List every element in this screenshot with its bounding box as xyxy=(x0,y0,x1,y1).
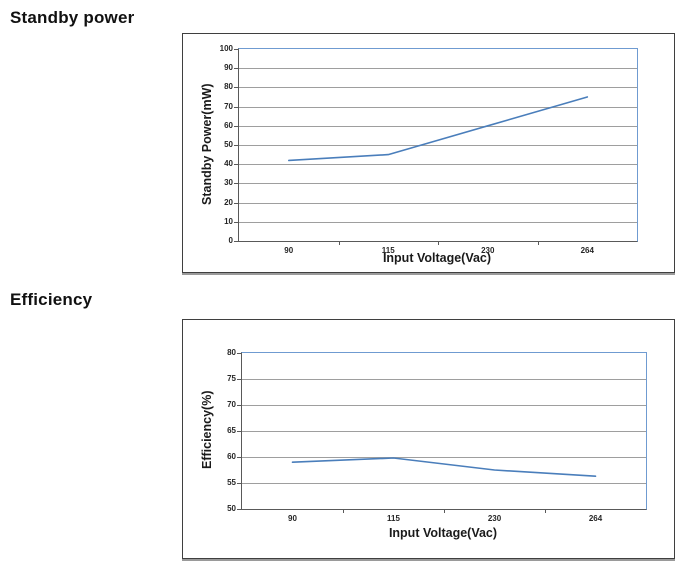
y-axis-tick-label: 40 xyxy=(224,159,233,168)
standby-y-axis-title: Standby Power(mW) xyxy=(200,83,214,205)
y-axis-tick xyxy=(237,509,241,510)
data-series-line xyxy=(291,457,597,477)
efficiency-chart: Efficiency(%) 50 55 60 65 70 75 80 90 115 230 264 … xyxy=(182,319,675,559)
y-axis-tick-label: 50 xyxy=(224,140,233,149)
y-axis-tick xyxy=(234,49,238,50)
efficiency-section-title: Efficiency xyxy=(10,290,93,309)
gridline xyxy=(239,68,637,69)
y-axis-tick-label: 90 xyxy=(224,63,233,72)
gridline xyxy=(242,457,646,458)
x-axis-tick-label: 264 xyxy=(580,246,594,255)
gridline xyxy=(239,145,637,146)
x-axis-tick xyxy=(343,509,344,513)
x-axis-tick-label: 115 xyxy=(381,246,395,255)
gridline xyxy=(242,483,646,484)
y-axis-tick xyxy=(237,431,241,432)
y-axis-tick xyxy=(234,145,238,146)
gridline xyxy=(239,183,637,184)
efficiency-y-axis-title: Efficiency(%) xyxy=(200,390,214,470)
gridline xyxy=(239,203,637,204)
y-axis-tick-label: 100 xyxy=(219,44,233,53)
standby-plot-area: 0 10 20 30 40 50 60 70 80 90 100 90 115 230 264 xyxy=(220,45,638,255)
x-axis-tick-label: 90 xyxy=(288,514,297,523)
y-axis-tick-label: 80 xyxy=(224,82,233,91)
y-axis-tick-label: 75 xyxy=(227,374,236,383)
data-series-line xyxy=(287,96,589,162)
y-axis-tick xyxy=(237,483,241,484)
y-axis-tick-label: 20 xyxy=(224,198,233,207)
y-axis-tick-label: 50 xyxy=(227,504,236,513)
gridline xyxy=(239,164,637,165)
y-axis-tick xyxy=(234,68,238,69)
standby-x-axis-title: Input Voltage(Vac) xyxy=(382,251,492,265)
gridline xyxy=(239,126,637,127)
y-axis-tick-label: 0 xyxy=(228,236,233,245)
x-axis-tick xyxy=(438,241,439,245)
y-axis-tick xyxy=(234,241,238,242)
y-axis-tick xyxy=(234,203,238,204)
y-axis-tick xyxy=(234,87,238,88)
y-axis-tick xyxy=(234,183,238,184)
gridline xyxy=(239,107,637,108)
x-axis-tick-label: 230 xyxy=(487,514,502,523)
y-axis-tick-label: 80 xyxy=(227,348,236,357)
standby-power-section-title: Standby power xyxy=(10,8,135,27)
y-axis-tick xyxy=(237,353,241,354)
y-axis-tick xyxy=(234,222,238,223)
y-axis-tick xyxy=(237,405,241,406)
gridline xyxy=(242,405,646,406)
y-axis-tick xyxy=(234,107,238,108)
y-axis-tick-label: 55 xyxy=(227,478,236,487)
y-axis-tick-label: 60 xyxy=(227,452,236,461)
x-axis-tick-label: 115 xyxy=(387,514,400,523)
y-axis-tick xyxy=(234,126,238,127)
y-axis-tick-label: 10 xyxy=(224,217,233,226)
y-axis-tick-label: 60 xyxy=(224,121,233,130)
y-axis-tick xyxy=(237,457,241,458)
efficiency-x-axis-title: Input Voltage(Vac) xyxy=(388,526,498,540)
y-axis-tick-label: 70 xyxy=(227,400,236,409)
x-axis-tick-label: 264 xyxy=(588,514,603,523)
x-axis-tick xyxy=(444,509,445,513)
x-axis-tick xyxy=(339,241,340,245)
gridline xyxy=(242,431,646,432)
y-axis-tick xyxy=(234,164,238,165)
y-axis-tick-label: 70 xyxy=(224,102,233,111)
gridline xyxy=(239,222,637,223)
y-axis-tick xyxy=(237,379,241,380)
efficiency-plot-area: 50 55 60 65 70 75 80 90 115 230 264 xyxy=(227,349,647,523)
gridline xyxy=(242,379,646,380)
x-axis-tick xyxy=(538,241,539,245)
x-axis-tick xyxy=(545,509,546,513)
x-axis-tick-label: 230 xyxy=(481,246,495,255)
standby-power-chart: Standby Power(mW) 0 10 20 30 40 50 60 70 80 90 100… xyxy=(182,33,675,273)
y-axis-tick-label: 65 xyxy=(227,426,236,435)
y-axis-tick-label: 30 xyxy=(224,178,233,187)
gridline xyxy=(239,87,637,88)
x-axis-tick-label: 90 xyxy=(284,246,294,255)
